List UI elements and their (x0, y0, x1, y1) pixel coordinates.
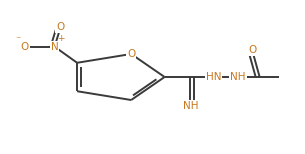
Text: +: + (57, 34, 65, 43)
Text: O: O (20, 42, 28, 52)
Text: ⁻: ⁻ (15, 35, 20, 45)
Text: NH: NH (182, 101, 198, 111)
Text: HN: HN (206, 72, 221, 82)
Text: O: O (248, 45, 256, 55)
Text: N: N (51, 42, 59, 52)
Text: O: O (56, 22, 65, 32)
Text: O: O (127, 49, 135, 59)
Text: NH: NH (230, 72, 246, 82)
